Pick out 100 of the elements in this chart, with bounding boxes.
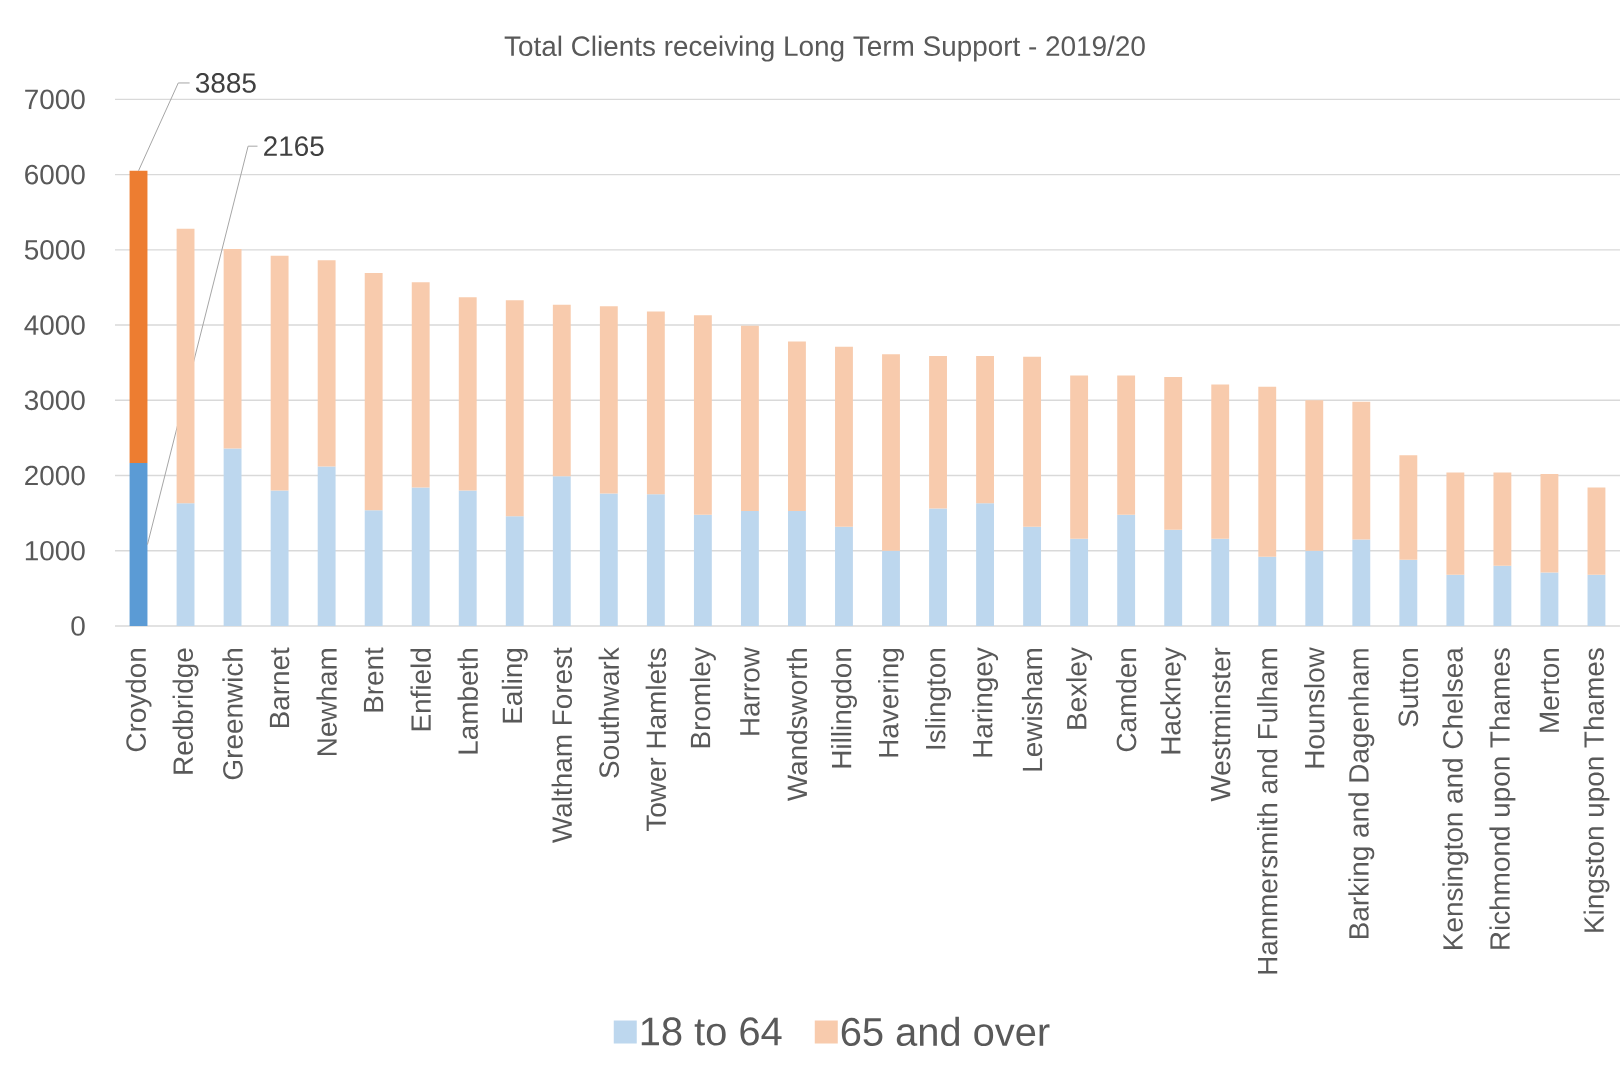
bar xyxy=(599,493,618,626)
y-tick-label: 7000 xyxy=(25,89,85,110)
x-tick-label: Enfield xyxy=(410,649,431,731)
bar xyxy=(646,494,665,626)
bar xyxy=(1023,526,1042,626)
x-tick-label: Haringey xyxy=(972,647,999,757)
x-tick-label: Croydon xyxy=(125,649,152,752)
bar xyxy=(1399,455,1418,560)
x-tick-label: Richmond upon Thames xyxy=(1489,648,1516,949)
bar xyxy=(176,503,195,626)
chart-title: Total Clients receiving Long Term Support - 2019/20 xyxy=(504,35,1145,62)
bar xyxy=(1117,514,1136,626)
bar xyxy=(176,228,195,504)
x-tick-label: Bexley xyxy=(1066,647,1093,729)
x-tick-label: Camden xyxy=(1115,649,1137,752)
bar xyxy=(646,311,665,495)
bar xyxy=(552,476,571,626)
bar xyxy=(976,503,994,626)
bar xyxy=(129,463,148,626)
bar xyxy=(411,487,430,626)
bar xyxy=(599,306,618,494)
bar xyxy=(1258,386,1277,557)
y-tick-label: 2000 xyxy=(25,465,85,486)
bar xyxy=(740,325,759,511)
bar xyxy=(1070,538,1089,626)
x-tick-label: Lambeth xyxy=(457,649,478,754)
bar xyxy=(976,355,994,504)
x-tick-label: Merton xyxy=(1539,649,1560,732)
y-tick-label: 6000 xyxy=(25,164,85,185)
y-tick-label: 4000 xyxy=(24,315,85,335)
x-tick-label: Redbridge xyxy=(172,648,199,774)
x-tick-label: Hackney xyxy=(1160,647,1187,754)
y-tick-label: 0 xyxy=(71,616,85,636)
x-tick-label: Kensington and Chelsea xyxy=(1442,647,1469,949)
x-tick-label: Waltham Forest xyxy=(551,647,573,843)
bar xyxy=(1587,487,1606,575)
bar xyxy=(740,510,759,626)
x-tick-label: Bromley xyxy=(689,647,716,748)
y-tick-label: 1000 xyxy=(25,540,85,561)
bar xyxy=(835,346,853,527)
bar xyxy=(1164,529,1183,626)
x-tick-label: Havering xyxy=(878,649,904,757)
x-tick-label: Kingston upon Thames xyxy=(1583,648,1610,932)
bar xyxy=(1023,356,1042,527)
x-tick-label: Newham xyxy=(316,649,337,755)
bar xyxy=(1070,375,1089,539)
bar xyxy=(1446,472,1465,575)
x-tick-label: Brent xyxy=(363,647,384,712)
y-tick-label: 3000 xyxy=(24,390,85,411)
legend-label: 65 and over xyxy=(841,1016,1050,1047)
bar xyxy=(1446,574,1465,626)
bar xyxy=(1305,550,1324,626)
legend-label: 18 to 64 xyxy=(641,1017,782,1046)
bar xyxy=(411,282,430,488)
bar xyxy=(929,355,947,509)
bar xyxy=(1258,556,1277,626)
bar xyxy=(1540,572,1559,626)
x-tick-label: Barking and Dagenham xyxy=(1348,649,1375,939)
x-tick-label: Islington xyxy=(925,649,952,749)
data-label: 2165 xyxy=(264,136,324,157)
bar xyxy=(317,466,336,626)
bar xyxy=(223,249,242,449)
bar xyxy=(1540,474,1559,573)
x-tick-label: Westminster xyxy=(1209,647,1231,802)
x-tick-label: Hounslow xyxy=(1304,647,1325,768)
bar xyxy=(270,255,289,491)
bar xyxy=(1352,401,1371,540)
bar xyxy=(270,490,289,626)
bar xyxy=(223,448,242,626)
x-tick-label: Greenwich xyxy=(222,649,243,780)
bar xyxy=(929,508,947,626)
x-tick-label: Harrow xyxy=(740,647,760,735)
bar xyxy=(1493,565,1512,626)
bar xyxy=(1164,376,1183,530)
bar xyxy=(505,516,524,626)
bar xyxy=(1493,472,1512,566)
bar xyxy=(552,304,571,477)
x-tick-label: Barnet xyxy=(269,647,290,728)
x-tick-label: Southwark xyxy=(598,647,620,778)
bar xyxy=(129,170,148,464)
x-tick-label: Lewisham xyxy=(1021,649,1043,771)
bar xyxy=(364,273,383,511)
y-tick-label: 5000 xyxy=(24,239,85,260)
bar xyxy=(693,315,712,515)
data-label: 3885 xyxy=(195,73,256,93)
bar xyxy=(1305,400,1324,551)
bar xyxy=(1352,539,1371,626)
bar xyxy=(458,490,477,626)
bar xyxy=(1399,559,1418,626)
bar xyxy=(1211,384,1230,539)
bar xyxy=(1211,538,1230,626)
bar xyxy=(835,526,853,626)
bar xyxy=(1587,574,1606,626)
bar xyxy=(788,510,806,626)
x-tick-label: Sutton xyxy=(1398,649,1419,727)
bar xyxy=(788,341,806,511)
bar xyxy=(505,300,524,517)
bar xyxy=(364,510,383,626)
bar xyxy=(317,260,336,467)
bar xyxy=(882,550,900,626)
